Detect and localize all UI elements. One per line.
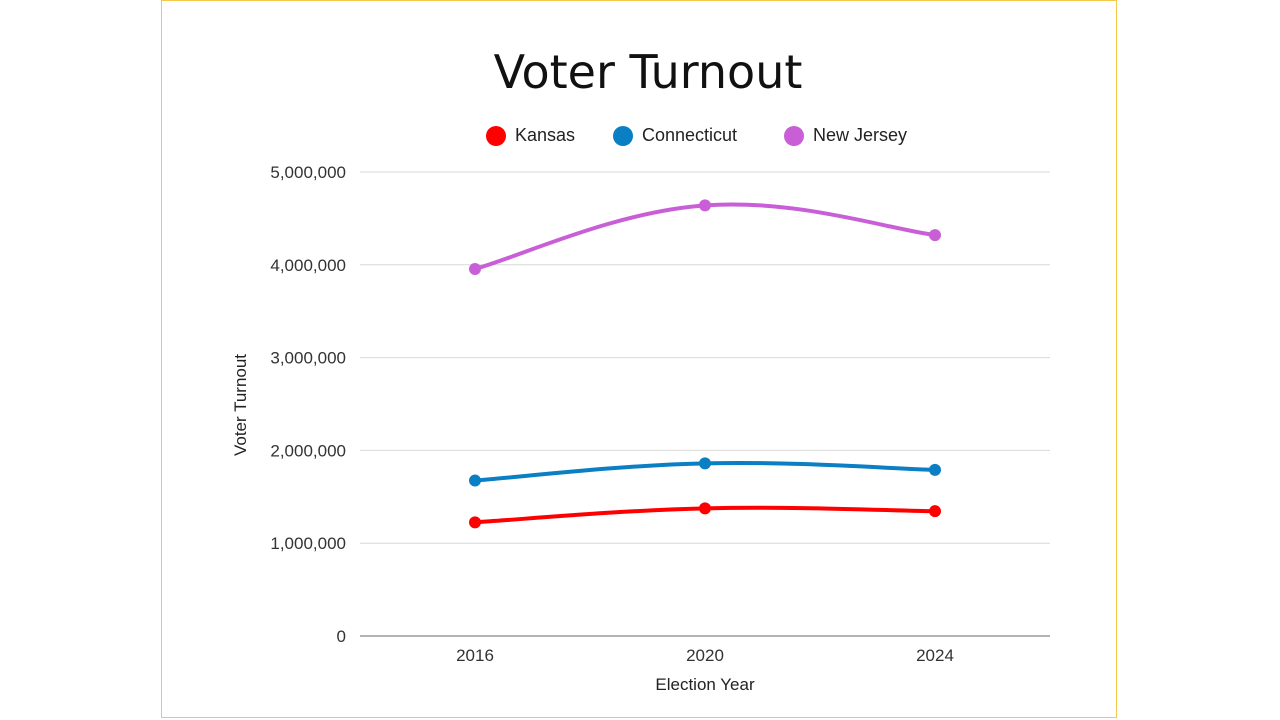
series-lines bbox=[473, 202, 937, 525]
y-tick-label: 2,000,000 bbox=[270, 441, 346, 460]
x-axis-ticks: 2016 2020 2024 bbox=[456, 646, 954, 665]
data-point-kansas bbox=[929, 505, 941, 518]
data-point-new-jersey bbox=[929, 229, 941, 242]
data-point-connecticut bbox=[699, 457, 711, 470]
chart-frame bbox=[161, 0, 1117, 718]
legend-label-kansas: Kansas bbox=[515, 125, 575, 145]
x-tick-label: 2016 bbox=[456, 646, 494, 665]
data-point-kansas bbox=[699, 502, 711, 515]
series-points bbox=[469, 199, 941, 529]
chart-title: Voter Turnout bbox=[494, 45, 803, 99]
legend-marker-connecticut bbox=[613, 126, 633, 146]
y-axis-label: Voter Turnout bbox=[231, 354, 250, 456]
y-tick-label: 0 bbox=[337, 627, 346, 646]
data-point-connecticut bbox=[469, 474, 481, 487]
y-axis-ticks: 0 1,000,000 2,000,000 3,000,000 4,000,000 5,0… bbox=[270, 163, 346, 646]
data-point-kansas bbox=[469, 516, 481, 529]
y-tick-label: 5,000,000 bbox=[270, 163, 346, 182]
legend-marker-new-jersey bbox=[784, 126, 804, 146]
y-tick-label: 4,000,000 bbox=[270, 256, 346, 275]
legend-label-connecticut: Connecticut bbox=[642, 125, 737, 145]
series-line-new-jersey bbox=[473, 202, 937, 271]
gridlines bbox=[360, 171, 1050, 637]
x-axis-label: Election Year bbox=[655, 675, 755, 694]
y-tick-label: 1,000,000 bbox=[270, 534, 346, 553]
data-point-new-jersey bbox=[469, 262, 481, 275]
x-tick-label: 2024 bbox=[916, 646, 954, 665]
y-tick-label: 3,000,000 bbox=[270, 349, 346, 368]
x-tick-label: 2020 bbox=[686, 646, 724, 665]
legend-label-new-jersey: New Jersey bbox=[813, 125, 907, 145]
legend: Kansas Connecticut New Jersey bbox=[486, 125, 907, 146]
legend-marker-kansas bbox=[486, 126, 506, 146]
data-point-connecticut bbox=[929, 463, 941, 476]
data-point-new-jersey bbox=[699, 199, 711, 212]
